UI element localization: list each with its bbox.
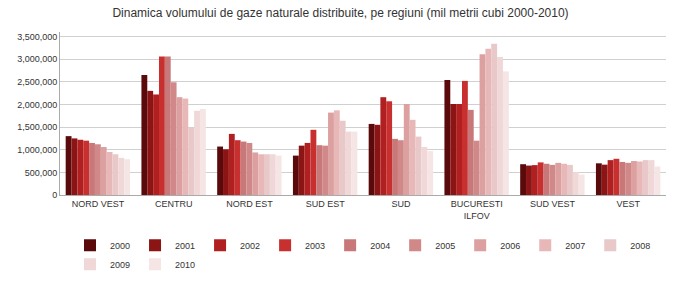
svg-text:2003: 2003 (305, 241, 325, 251)
svg-text:2010: 2010 (175, 260, 195, 270)
svg-text:2004: 2004 (370, 241, 390, 251)
svg-text:2,500,000: 2,500,000 (17, 77, 57, 87)
svg-text:0: 0 (52, 190, 57, 200)
svg-text:2002: 2002 (240, 241, 260, 251)
svg-text:VEST: VEST (616, 199, 640, 209)
svg-text:SUD VEST: SUD VEST (530, 199, 576, 209)
svg-text:NORD EST: NORD EST (226, 199, 273, 209)
svg-text:2005: 2005 (435, 241, 455, 251)
svg-text:BUCURESTIILFOV: BUCURESTIILFOV (451, 199, 503, 221)
svg-text:3,500,000: 3,500,000 (17, 32, 57, 42)
svg-text:NORD VEST: NORD VEST (72, 199, 125, 209)
svg-text:2,000,000: 2,000,000 (17, 100, 57, 110)
svg-text:SUD EST: SUD EST (306, 199, 346, 209)
svg-text:500,000: 500,000 (25, 168, 58, 178)
svg-text:2001: 2001 (175, 241, 195, 251)
svg-text:Dinamica volumului de gaze nat: Dinamica volumului de gaze naturale dist… (112, 6, 568, 20)
svg-text:2006: 2006 (500, 241, 520, 251)
svg-text:2008: 2008 (630, 241, 650, 251)
svg-text:SUD: SUD (391, 199, 411, 209)
svg-text:CENTRU: CENTRU (155, 199, 193, 209)
svg-text:1,000,000: 1,000,000 (17, 145, 57, 155)
svg-text:3,000,000: 3,000,000 (17, 54, 57, 64)
svg-text:2009: 2009 (110, 260, 130, 270)
svg-text:2007: 2007 (565, 241, 585, 251)
svg-text:1,500,000: 1,500,000 (17, 122, 57, 132)
svg-text:2000: 2000 (110, 241, 130, 251)
